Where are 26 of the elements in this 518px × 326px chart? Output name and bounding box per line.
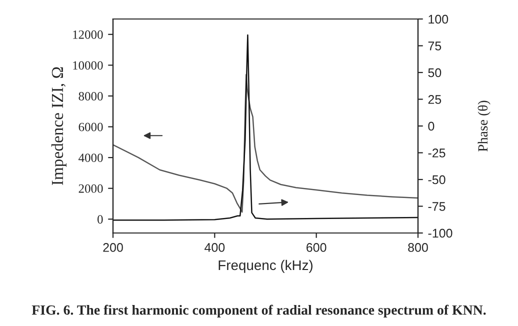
y2-tick-label: -25 (428, 148, 446, 158)
y-axis-title: Impedence IZI, Ω (51, 67, 66, 186)
y2-tick-label: -75 (428, 202, 446, 211)
x-tick-label: 400 (204, 243, 225, 252)
x-tick-label: 800 (408, 243, 428, 252)
y-tick-label: 8000 (78, 92, 103, 100)
y-tick-label: 2000 (78, 184, 103, 193)
y2-tick-label: 50 (428, 68, 442, 78)
x-axis-title: Frequenc (kHz) (218, 260, 312, 273)
y-tick-label: 10000 (73, 61, 103, 70)
y2-tick-label: 100 (428, 14, 448, 24)
y-tick-label: 0 (98, 215, 103, 224)
x-tick-label: 200 (103, 243, 123, 252)
y-tick-label: 4000 (78, 154, 103, 162)
line-series (113, 74, 418, 213)
y2-axis-title: Phase (θ) (478, 100, 490, 152)
y-tick-label: 12000 (73, 30, 103, 39)
x-tick-label: 600 (306, 243, 326, 252)
line-series (113, 34, 418, 221)
y2-tick-label: 75 (428, 42, 442, 50)
y2-tick-label: 0 (428, 122, 434, 131)
y-tick-label: 6000 (78, 122, 103, 132)
y2-tick-label: -50 (428, 175, 446, 184)
y2-tick-label: 25 (428, 95, 442, 104)
y2-tick-label: -100 (428, 228, 452, 238)
caption: FIG. 6. The first harmonic component of radial resonance spectrum of KNN. (32, 304, 486, 318)
